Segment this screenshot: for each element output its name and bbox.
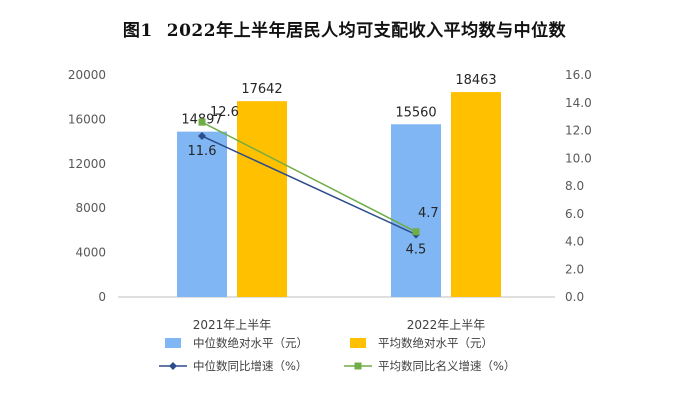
legend-marker	[354, 362, 362, 370]
y2-axis-tick-label: 6.0	[565, 207, 584, 221]
line-data-label: 4.7	[418, 206, 439, 221]
legend-label: 中位数同比增速（%）	[193, 359, 307, 373]
figure-label: 图1	[122, 21, 153, 41]
bar	[451, 92, 501, 297]
y-axis-tick-label: 8000	[75, 201, 106, 215]
x-axis-category-label: 2022年上半年	[407, 318, 486, 332]
legend-label: 中位数绝对水平（元）	[193, 336, 308, 350]
bar	[237, 101, 287, 297]
y2-axis-tick-label: 0.0	[565, 290, 584, 304]
legend-marker	[169, 362, 177, 370]
line-data-label: 11.6	[188, 144, 217, 159]
y2-axis-tick-label: 10.0	[565, 151, 592, 165]
series-line	[201, 135, 417, 236]
bar	[391, 124, 441, 297]
y-axis-tick-label: 4000	[75, 246, 106, 260]
y2-axis-tick-label: 4.0	[565, 235, 584, 249]
line-data-label: 12.6	[210, 105, 239, 120]
legend-label: 平均数绝对水平（元）	[378, 336, 493, 350]
y-axis-tick-label: 12000	[68, 157, 106, 171]
legend-label: 平均数同比名义增速（%）	[378, 359, 515, 373]
line-point-marker	[198, 118, 206, 126]
line-point-marker	[412, 228, 420, 236]
legend-swatch	[350, 338, 366, 348]
title-text: 2022年上半年居民人均可支配收入平均数与中位数	[166, 21, 567, 41]
y2-axis-tick-label: 12.0	[565, 124, 592, 138]
bar-data-label: 15560	[395, 105, 436, 120]
y2-axis-tick-label: 14.0	[565, 96, 592, 110]
legend-swatch	[165, 338, 181, 348]
y-axis-tick-label: 0	[98, 290, 106, 304]
series-line	[201, 121, 417, 233]
y2-axis-tick-label: 16.0	[565, 68, 592, 82]
line-point-marker	[198, 132, 206, 141]
bar-data-label: 17642	[241, 82, 282, 97]
bar-data-label: 18463	[455, 73, 496, 88]
line-data-label: 4.5	[406, 243, 427, 258]
y2-axis-tick-label: 2.0	[565, 262, 584, 276]
bar	[177, 131, 227, 297]
x-axis-category-label: 2021年上半年	[193, 318, 272, 332]
y-axis-tick-label: 16000	[68, 112, 106, 126]
chart-title: 图1 2022年上半年居民人均可支配收入平均数与中位数	[0, 16, 689, 41]
y-axis-tick-label: 20000	[68, 68, 106, 82]
y2-axis-tick-label: 8.0	[565, 179, 584, 193]
